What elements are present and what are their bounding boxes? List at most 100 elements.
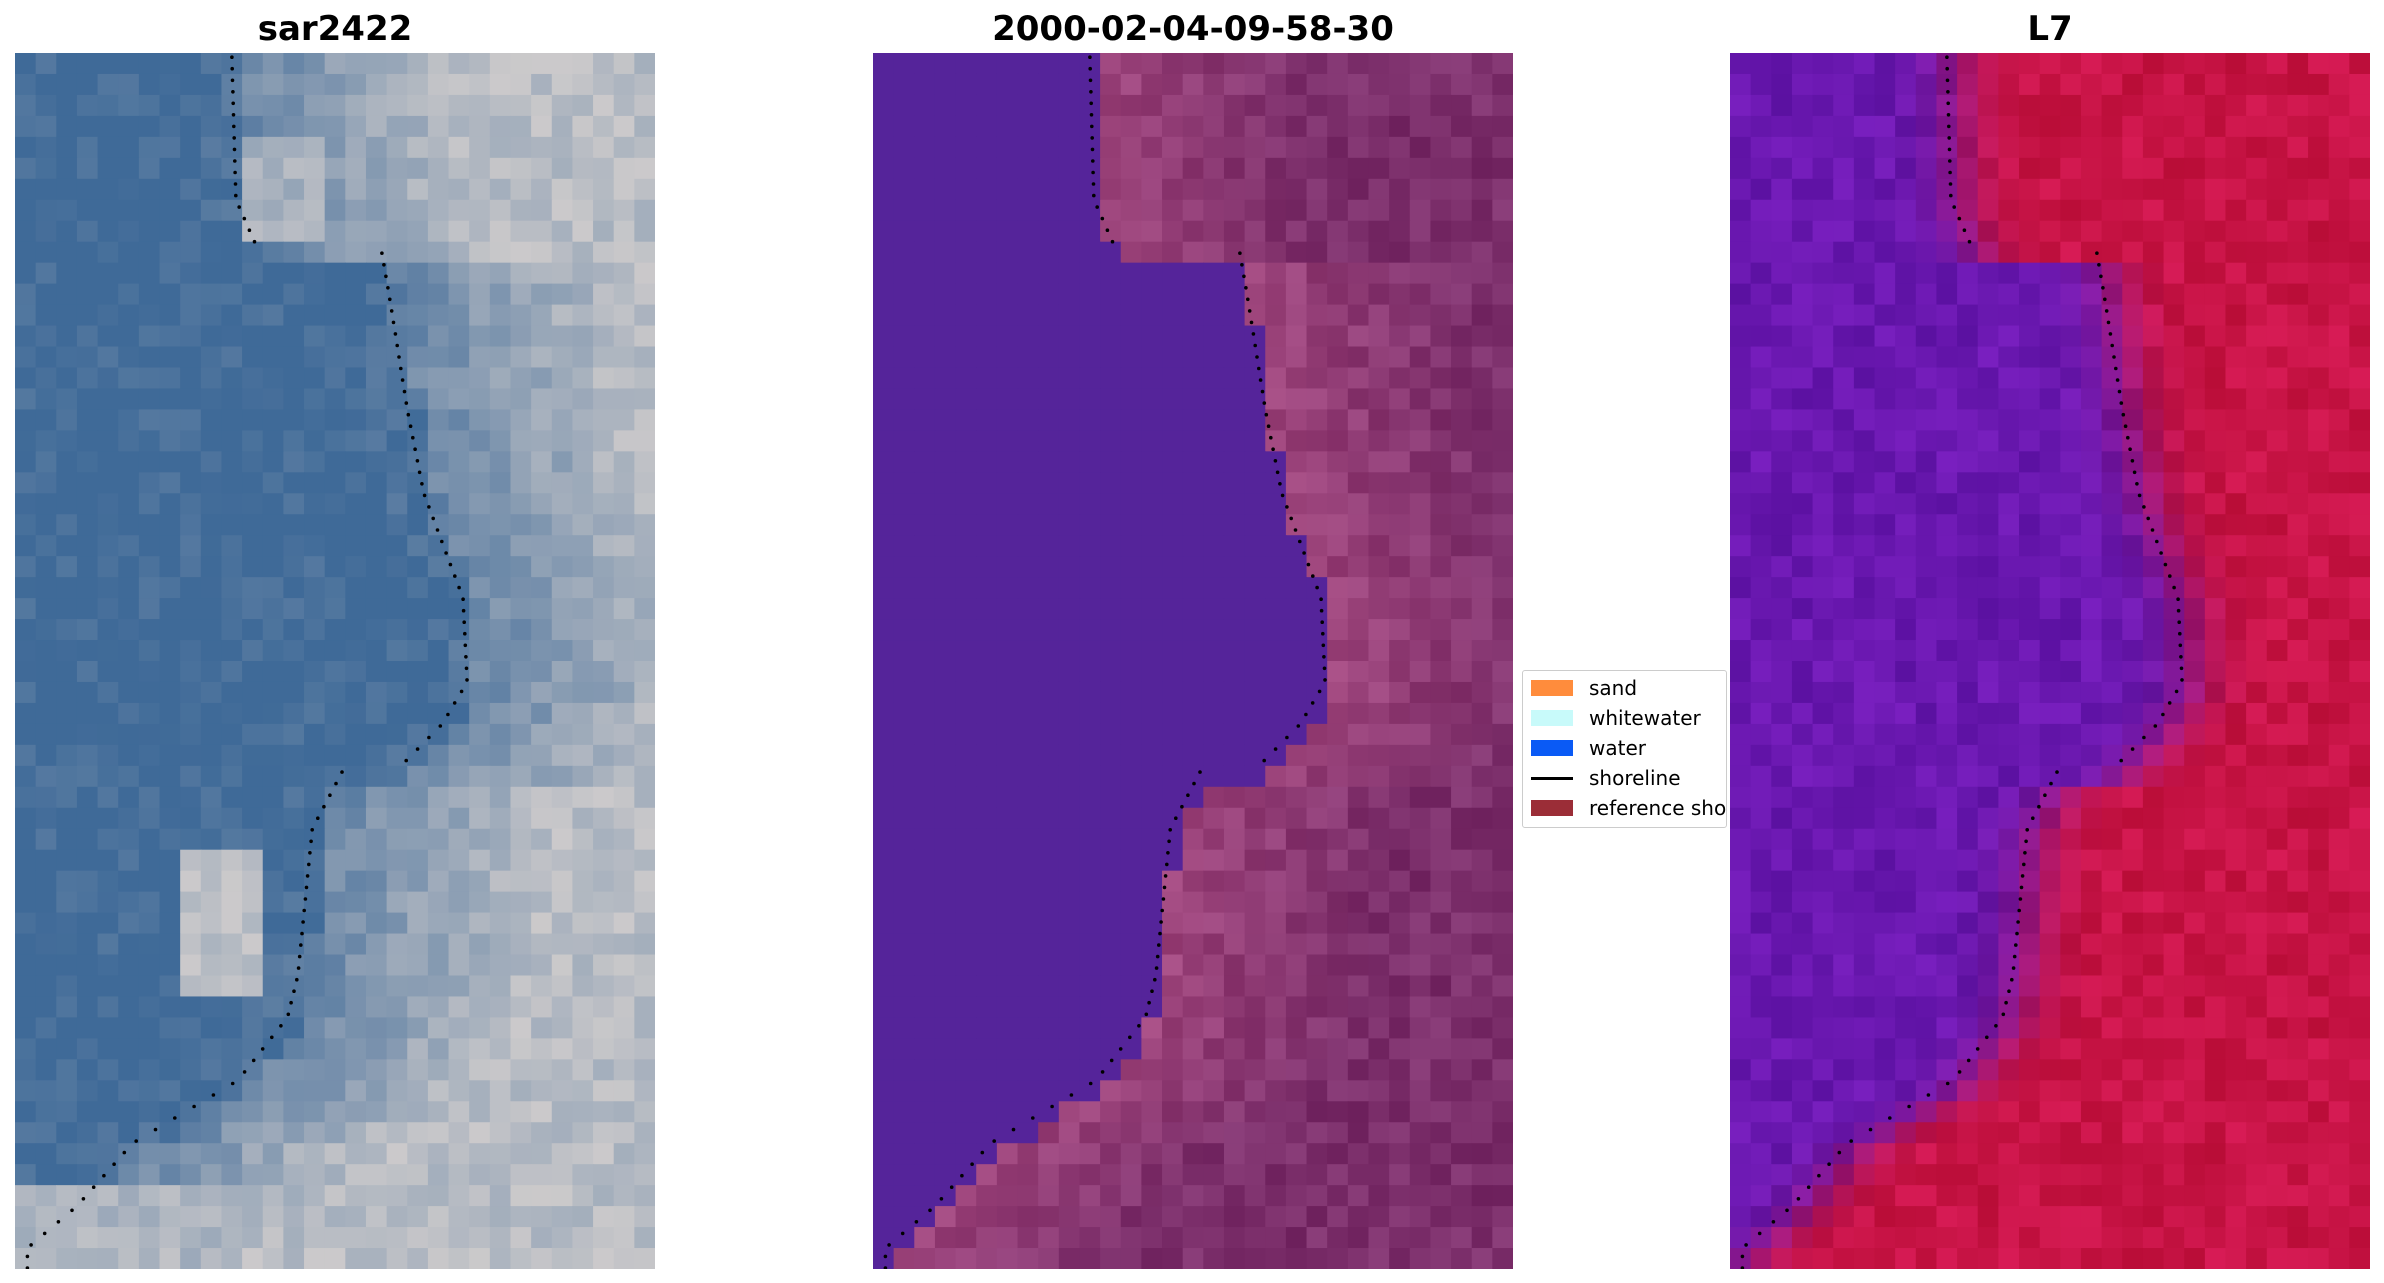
classification-pixel xyxy=(1471,388,1493,411)
shoreline-point xyxy=(237,205,241,209)
classification-pixel xyxy=(1058,283,1081,306)
classification-pixel xyxy=(1079,640,1101,662)
water-index-pixel xyxy=(1957,577,1979,599)
rgb-pixel xyxy=(469,388,491,411)
classification-pixel xyxy=(934,53,957,75)
water-index-pixel xyxy=(2308,577,2330,599)
rgb-pixel xyxy=(448,996,470,1019)
rgb-pixel xyxy=(386,828,408,851)
classification-pixel xyxy=(1368,933,1390,956)
rgb-pixel xyxy=(531,891,553,914)
water-index-pixel xyxy=(1833,262,1855,285)
rgb-pixel xyxy=(489,996,512,1019)
rgb-pixel xyxy=(76,598,99,620)
classification-pixel xyxy=(1038,157,1060,180)
rgb-pixel xyxy=(304,891,326,914)
classification-pixel xyxy=(1430,556,1452,578)
classification-pixel xyxy=(934,1185,957,1207)
rgb-pixel xyxy=(531,157,553,180)
classification-pixel xyxy=(1347,1122,1370,1144)
rgb-pixel xyxy=(469,556,491,578)
classification-pixel xyxy=(1141,1206,1163,1228)
water-index-pixel xyxy=(2039,304,2061,327)
rgb-pixel xyxy=(593,325,615,348)
rgb-pixel xyxy=(324,975,346,998)
rgb-pixel xyxy=(118,954,140,977)
shoreline-point xyxy=(382,263,386,267)
water-index-pixel xyxy=(1957,367,1979,390)
rgb-pixel xyxy=(76,1185,99,1207)
rgb-pixel xyxy=(510,996,532,1019)
water-index-pixel xyxy=(1750,409,1772,431)
rgb-pixel xyxy=(510,409,532,431)
rgb-pixel xyxy=(489,73,512,96)
classification-pixel xyxy=(1203,702,1225,725)
classification-pixel xyxy=(996,912,1019,935)
rgb-pixel xyxy=(386,514,408,536)
water-index-pixel xyxy=(2080,325,2103,348)
classification-pixel xyxy=(1182,1248,1204,1269)
classification-pixel xyxy=(1389,283,1411,306)
rgb-pixel xyxy=(200,996,223,1019)
water-index-pixel xyxy=(2080,681,2103,704)
classification-pixel xyxy=(1471,220,1493,243)
rgb-pixel xyxy=(324,409,346,431)
water-index-pixel xyxy=(2349,409,2370,431)
classification-pixel xyxy=(1244,807,1266,830)
rgb-pixel xyxy=(324,744,346,767)
rgb-pixel xyxy=(551,870,574,893)
classification-pixel xyxy=(1038,744,1060,767)
classification-pixel xyxy=(934,744,957,767)
classification-pixel xyxy=(1451,1059,1473,1081)
water-index-pixel xyxy=(1833,514,1855,536)
rgb-pixel xyxy=(531,451,553,473)
rgb-pixel xyxy=(159,367,181,390)
rgb-pixel xyxy=(489,262,512,285)
rgb-pixel xyxy=(76,409,99,431)
water-index-pixel xyxy=(1957,786,1979,809)
classification-pixel xyxy=(1038,409,1060,431)
classification-pixel xyxy=(1265,262,1287,285)
rgb-pixel xyxy=(15,1122,37,1144)
classification-pixel xyxy=(1327,262,1349,285)
water-index-pixel xyxy=(2122,535,2144,557)
rgb-pixel xyxy=(531,870,553,893)
classification-pixel xyxy=(1409,451,1432,473)
water-index-pixel xyxy=(1957,640,1979,662)
rgb-pixel xyxy=(242,53,264,75)
shoreline-point xyxy=(252,239,257,244)
rgb-pixel xyxy=(304,493,326,515)
classification-pixel xyxy=(1182,975,1204,998)
classification-pixel xyxy=(1100,1080,1122,1102)
rgb-pixel xyxy=(200,807,223,830)
rgb-pixel xyxy=(448,304,470,327)
water-index-pixel xyxy=(2287,325,2309,348)
water-index-pixel xyxy=(2287,199,2309,222)
water-index-pixel xyxy=(2060,598,2082,620)
water-index-pixel xyxy=(1977,53,1999,75)
rgb-pixel xyxy=(35,975,57,998)
classification-pixel xyxy=(1203,199,1225,222)
shoreline-point xyxy=(1159,920,1163,924)
classification-pixel xyxy=(1058,1059,1081,1081)
rgb-pixel xyxy=(97,828,119,851)
classification-pixel xyxy=(1492,346,1513,369)
rgb-pixel xyxy=(469,1185,491,1207)
rgb-pixel xyxy=(283,325,305,348)
water-index-pixel xyxy=(2308,409,2330,431)
classification-pixel xyxy=(1100,535,1122,557)
water-index-pixel xyxy=(2019,702,2041,725)
rgb-pixel xyxy=(180,1059,202,1081)
classification-pixel xyxy=(1223,325,1246,348)
rgb-pixel xyxy=(221,954,243,977)
classification-pixel xyxy=(1471,178,1493,201)
classification-pixel xyxy=(893,346,915,369)
rgb-pixel xyxy=(118,723,140,746)
rgb-pixel xyxy=(283,661,305,683)
rgb-pixel xyxy=(551,94,574,117)
classification-pixel xyxy=(955,367,977,390)
shoreline-point xyxy=(232,147,237,152)
classification-pixel xyxy=(1141,451,1163,473)
classification-pixel xyxy=(1162,933,1184,956)
classification-pixel xyxy=(1492,1206,1513,1228)
